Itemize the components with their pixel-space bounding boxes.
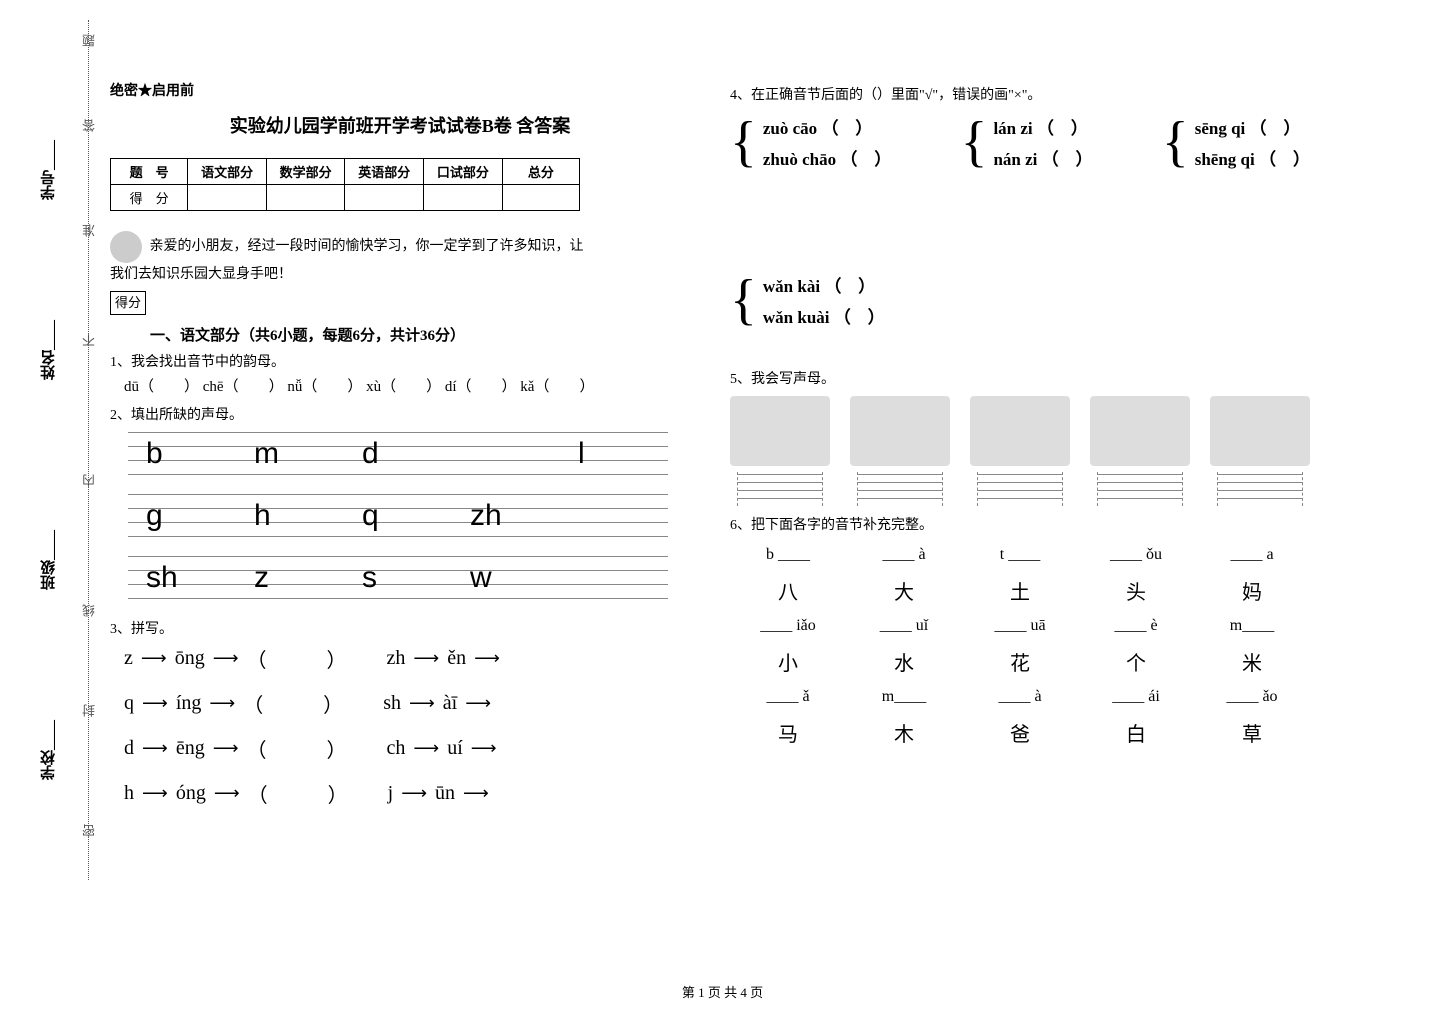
q4-group-d: { wǎn kài （ ） wǎn kuài （ ）	[730, 266, 885, 334]
score-cell	[188, 185, 267, 211]
secret-label: 绝密★启用前	[110, 80, 690, 100]
seal-char-1: 答	[80, 115, 99, 132]
side-class: 班级____	[38, 530, 59, 590]
section-heading: 一、语文部分（共6小题，每题6分，共计36分）	[110, 324, 690, 345]
q6-han-row: 八大土头妈	[730, 576, 1310, 605]
spell-unit: ch⟶uí⟶	[387, 734, 497, 763]
score-cell	[424, 185, 503, 211]
write-row: sh z s w	[128, 556, 668, 600]
score-h3: 英语部分	[345, 159, 424, 185]
q6-pinyin-row: ____ iǎo____ uǐ____ uā____ èm____	[730, 617, 1310, 635]
seal-char-4: 内	[80, 470, 99, 487]
q5-images	[730, 396, 1310, 506]
page-title: 实验幼儿园学前班开学考试试卷B卷 含答案	[110, 112, 690, 138]
q5-img-3	[970, 396, 1070, 506]
child-icon	[110, 231, 142, 263]
spell-unit: j⟶ūn⟶	[388, 779, 489, 808]
intro-text: 亲爱的小朋友，经过一段时间的愉快学习，你一定学到了许多知识，让 我们去知识乐园大…	[110, 231, 690, 316]
score-h4: 口试部分	[424, 159, 503, 185]
score-row-label: 得 分	[111, 185, 188, 211]
seal-char-7: 密	[80, 820, 99, 837]
spell-unit: z⟶ōng⟶（ ）	[124, 644, 347, 673]
q6-pinyin-row: b ________ àt ________ ǒu____ a	[730, 546, 1310, 564]
q6-title: 6、把下面各字的音节补充完整。	[730, 514, 1310, 534]
q3-title: 3、拼写。	[110, 618, 690, 638]
write-row: b m d l	[128, 432, 668, 476]
seal-char-5: 线	[80, 600, 99, 617]
seal-char-0: 题	[80, 30, 99, 47]
q6-han-row: 小水花个米	[730, 647, 1310, 676]
q5-img-5	[1210, 396, 1310, 506]
q6-han-row: 马木爸白草	[730, 718, 1310, 747]
score-h0: 题 号	[111, 159, 188, 185]
q4-group-a: { zuò cāo （ ） zhuò chāo （ ）	[730, 108, 891, 176]
intro-line2: 我们去知识乐园大显身手吧！	[110, 267, 292, 282]
q2-grid: b m d l g h q zh sh z s w	[128, 432, 668, 600]
score-h5: 总分	[502, 159, 579, 185]
side-school: 学校____	[38, 720, 59, 780]
spell-unit: h⟶óng⟶（ ）	[124, 779, 348, 808]
q1-items: dū（ ） chē（ ） nǚ（ ） xù（ ） dí（ ） kǎ（ ）	[124, 375, 690, 396]
q4-title: 4、在正确音节后面的（）里面"√"，错误的画"×"。	[730, 84, 1310, 104]
side-student-id: 学号____	[38, 140, 59, 200]
spell-unit: zh⟶ěn⟶	[387, 644, 500, 673]
page-footer: 第 1 页 共 4 页	[0, 982, 1445, 1001]
intro-line1: 亲爱的小朋友，经过一段时间的愉快学习，你一定学到了许多知识，让	[150, 239, 584, 254]
score-cell	[345, 185, 424, 211]
right-column: 4、在正确音节后面的（）里面"√"，错误的画"×"。 { zuò cāo （ ）…	[730, 80, 1310, 824]
q6-pinyin-row: ____ ǎm________ à____ ái____ ǎo	[730, 688, 1310, 706]
side-name: 姓名____	[38, 320, 59, 380]
spell-unit: d⟶ēng⟶（ ）	[124, 734, 347, 763]
seal-char-2: 准	[80, 220, 99, 237]
seal-char-3: 不	[80, 330, 99, 347]
write-row: g h q zh	[128, 494, 668, 538]
score-h1: 语文部分	[188, 159, 267, 185]
q5-title: 5、我会写声母。	[730, 368, 1310, 388]
spell-unit: sh⟶àī⟶	[383, 689, 491, 718]
score-h2: 数学部分	[266, 159, 345, 185]
page-body: 绝密★启用前 实验幼儿园学前班开学考试试卷B卷 含答案 题 号 语文部分 数学部…	[110, 80, 1310, 824]
score-badge: 得分	[110, 291, 146, 315]
score-cell	[266, 185, 345, 211]
q5-img-1	[730, 396, 830, 506]
q4-group-b: { lán zi （ ） nán zi （ ）	[961, 108, 1093, 176]
seal-dotted-line	[88, 20, 89, 880]
q6-grid: b ________ àt ________ ǒu____ a 八大土头妈 __…	[730, 546, 1310, 747]
q2-title: 2、填出所缺的声母。	[110, 404, 690, 424]
spell-unit: q⟶íng⟶（ ）	[124, 689, 343, 718]
q3-block: z⟶ōng⟶（ ） zh⟶ěn⟶ q⟶íng⟶（ ） sh⟶àī⟶ d⟶ēng⟶…	[124, 644, 690, 808]
q5-img-4	[1090, 396, 1190, 506]
left-column: 绝密★启用前 实验幼儿园学前班开学考试试卷B卷 含答案 题 号 语文部分 数学部…	[110, 80, 690, 824]
q4-group-c: { sēng qi （ ） shēng qi （ ）	[1162, 108, 1310, 176]
seal-char-6: 封	[80, 700, 99, 717]
score-table: 题 号 语文部分 数学部分 英语部分 口试部分 总分 得 分	[110, 158, 580, 211]
q5-img-2	[850, 396, 950, 506]
q1-title: 1、我会找出音节中的韵母。	[110, 351, 690, 371]
score-cell	[502, 185, 579, 211]
